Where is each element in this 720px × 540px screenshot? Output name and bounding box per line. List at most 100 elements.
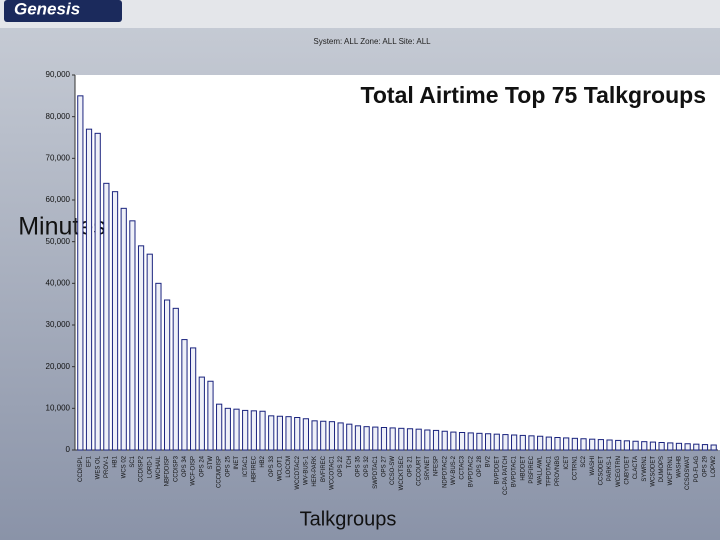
- x-tick-label: WASHB: [677, 456, 683, 478]
- x-tick-label: OPS 29: [703, 455, 709, 477]
- x-tick-label: INET: [234, 456, 240, 470]
- y-tick-label: 40,000: [46, 278, 71, 287]
- x-tick-label: CCCOURT: [416, 456, 422, 486]
- bar: [94, 132, 101, 451]
- bar: [649, 441, 657, 451]
- x-tick-label: CCTAC3: [460, 455, 466, 479]
- bar: [242, 409, 249, 451]
- subtitle: System: ALL Zone: ALL Site: ALL: [313, 37, 431, 46]
- x-tick-label: WCLOT1: [277, 455, 283, 481]
- bar: [111, 191, 119, 451]
- bar: [684, 443, 691, 451]
- x-tick-label: OPS 32: [364, 455, 370, 477]
- bar: [519, 434, 526, 451]
- x-tick-label: CCSO-SW: [390, 456, 396, 485]
- bar: [120, 207, 127, 451]
- x-tick-label: CCTRN1: [572, 455, 578, 480]
- bar: [701, 444, 709, 451]
- x-tick-label: WV-BUS-1: [303, 455, 309, 485]
- bar: [450, 431, 457, 451]
- y-tick-label: 20,000: [46, 362, 71, 371]
- x-tick-label: BVPDDET: [494, 456, 500, 485]
- bar: [675, 442, 683, 451]
- bar: [424, 429, 431, 451]
- x-tick-label: PARKS-1: [607, 455, 613, 481]
- x-tick-label: LOPW2: [711, 455, 717, 477]
- y-tick-label: 50,000: [46, 237, 71, 246]
- y-tick-label: 90,000: [46, 70, 71, 79]
- x-tick-label: WCS 02: [121, 455, 127, 478]
- x-tick-label: SWPDTAC1: [373, 455, 379, 489]
- x-tick-label: TFPDTAC1: [546, 455, 552, 486]
- x-tick-label: OPS 35: [356, 455, 362, 477]
- x-tick-label: OPS 27: [382, 455, 388, 477]
- x-tick-label: HB1: [113, 455, 119, 467]
- x-tick-label: PROVNBG: [555, 456, 561, 486]
- bar: [693, 443, 700, 451]
- bar: [571, 437, 578, 451]
- x-tick-label: CCDISP2: [139, 455, 145, 482]
- x-tick-label: DUMOPS: [659, 456, 665, 482]
- x-tick-label: LORD-1: [147, 455, 153, 478]
- chart-title: Total Airtime Top 75 Talkgroups: [361, 82, 706, 108]
- x-tick-label: WASHI: [590, 456, 596, 476]
- x-tick-label: ICET: [564, 456, 570, 470]
- x-tick-label: CCSOSWAT: [685, 456, 691, 490]
- bar: [320, 420, 327, 451]
- bar: [354, 425, 362, 451]
- bar: [484, 433, 492, 451]
- bar: [146, 253, 153, 451]
- bar: [545, 436, 552, 451]
- x-tick-label: CCCMDISP: [217, 456, 223, 488]
- x-tick-label: OPS 33: [269, 455, 275, 477]
- x-tick-label: OPS 25: [225, 455, 231, 477]
- x-tick-label: SRVNET: [425, 456, 431, 481]
- bar: [207, 380, 214, 451]
- x-tick-label: PO-FLAG: [694, 456, 700, 483]
- y-tick-label: 10,000: [46, 403, 71, 412]
- x-tick-label: OPS 34: [182, 455, 188, 477]
- bar: [198, 376, 205, 451]
- bar: [432, 429, 440, 451]
- x-tick-label: BVFIREC: [321, 455, 327, 482]
- x-tick-label: SYWRN1: [642, 455, 648, 481]
- x-tick-label: WCCOTAC1: [330, 455, 336, 490]
- bar: [276, 415, 283, 451]
- x-tick-label: NDPDTAC2: [442, 455, 448, 488]
- x-tick-label: HB2: [260, 455, 266, 467]
- bar: [493, 433, 500, 451]
- x-tick-label: BVPDTAC2: [468, 455, 474, 487]
- bar: [380, 427, 388, 451]
- x-tick-label: CCSODET: [598, 456, 604, 486]
- bar: [537, 435, 544, 451]
- plot-area: [75, 75, 720, 450]
- x-tick-label: WV-BUS-2: [451, 455, 457, 485]
- bar: [103, 182, 110, 451]
- x-axis-label: Talkgroups: [300, 508, 397, 530]
- bar: [597, 439, 604, 451]
- bar: [172, 307, 179, 451]
- x-tick-label: CC-PA PATCH: [503, 456, 509, 495]
- bar: [511, 434, 518, 451]
- bar: [389, 427, 396, 451]
- bar: [285, 416, 292, 451]
- x-tick-label: CCDISPL: [78, 455, 84, 482]
- x-tick-label: CNBYDET: [624, 456, 630, 485]
- bar: [467, 432, 474, 451]
- x-tick-label: PROV-1: [104, 455, 110, 478]
- x-tick-label: LOCCM: [286, 456, 292, 478]
- bar: [580, 438, 587, 451]
- bar: [589, 438, 596, 451]
- bar: [641, 441, 648, 451]
- x-tick-label: ICTAC1: [243, 455, 249, 477]
- x-tick-label: WCEGTRN: [616, 456, 622, 487]
- bar: [623, 440, 631, 451]
- bar: [85, 128, 93, 451]
- x-tick-label: WALLAWL: [538, 455, 544, 485]
- x-tick-label: WCSODET: [651, 456, 657, 487]
- x-tick-label: CCDISP3: [173, 455, 179, 482]
- x-tick-label: HBDDET: [520, 456, 526, 481]
- bar: [502, 434, 509, 451]
- bar: [259, 410, 266, 451]
